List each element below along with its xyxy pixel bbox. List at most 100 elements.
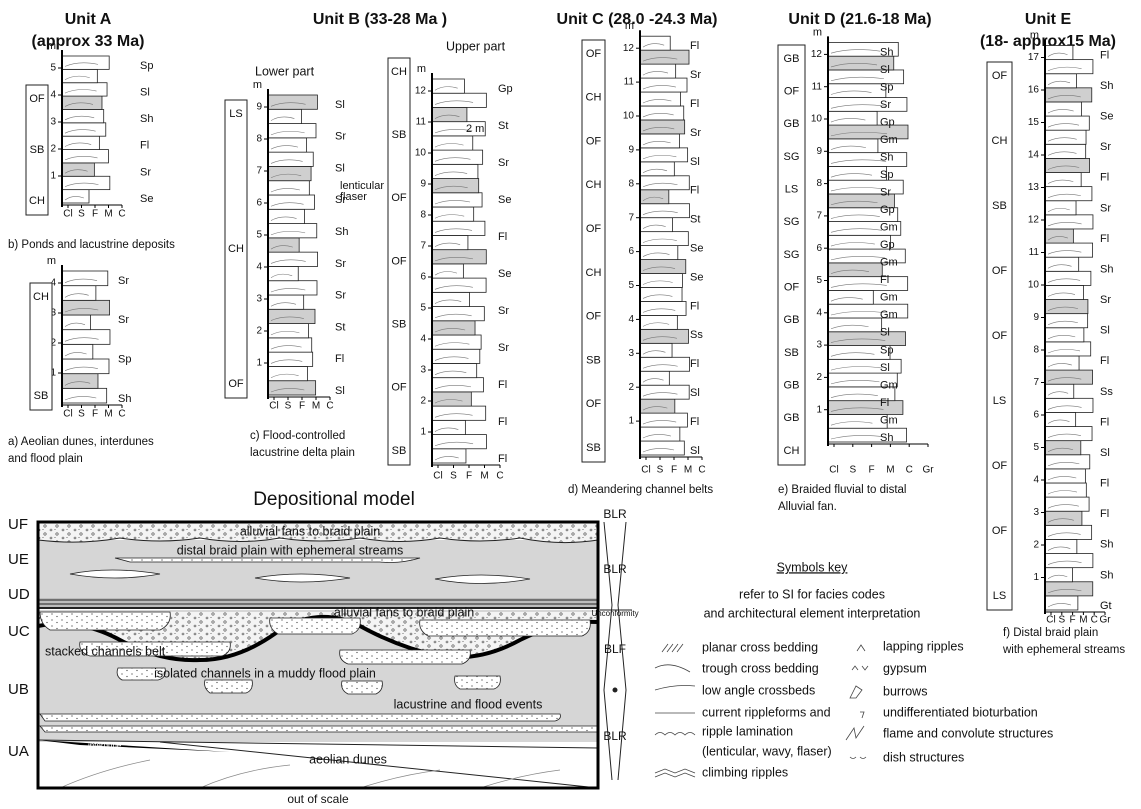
facies-code: Sl	[690, 387, 700, 399]
bed	[432, 107, 467, 121]
bed	[640, 315, 677, 329]
model-label: stacked channels belt	[45, 644, 166, 658]
grain-size: Cl	[63, 409, 72, 420]
bed	[1045, 201, 1076, 215]
bed	[432, 321, 475, 335]
facies-code: Sl	[880, 327, 890, 339]
depth-tick-label: 14	[1028, 150, 1040, 161]
log-caption: d) Meandering channel belts	[568, 484, 713, 496]
bed	[432, 164, 478, 178]
bed	[828, 98, 907, 112]
sequence-label: Unconformity	[591, 609, 638, 618]
log-caption: e) Braided fluvial to distal	[778, 484, 906, 496]
bed	[268, 266, 298, 280]
depth-tick-label: 5	[1033, 442, 1039, 453]
facies-code: Fl	[498, 379, 507, 391]
element-code: GB	[784, 412, 800, 424]
bed	[268, 181, 309, 195]
depth-tick-label: 7	[628, 212, 634, 223]
bed	[432, 193, 482, 207]
facies-code: St	[335, 321, 345, 333]
bed	[640, 190, 669, 204]
depth-tick-label: 8	[816, 178, 822, 189]
bed	[268, 324, 309, 338]
facies-code: Sl	[335, 385, 345, 397]
log-caption: f) Distal braid plain	[1003, 627, 1098, 639]
depth-tick-label: 12	[1028, 215, 1040, 226]
bed	[1045, 398, 1093, 412]
bed	[62, 286, 96, 301]
depth-unit: m	[813, 26, 822, 38]
depth-tick-label: 4	[50, 90, 56, 101]
key-item: (lenticular, wavy, flaser)	[702, 744, 832, 758]
depth-tick-label: 16	[1028, 85, 1040, 96]
depth-tick-label: 2	[628, 382, 634, 393]
depth-tick-label: 1	[628, 416, 634, 427]
bed	[268, 95, 317, 109]
bed	[432, 179, 479, 193]
bed	[640, 218, 673, 232]
facies-code: Sr	[498, 157, 509, 169]
facies-code: Sl	[1100, 447, 1110, 459]
depth-tick-label: 17	[1028, 52, 1040, 63]
bed	[1045, 158, 1090, 172]
bed	[268, 109, 301, 123]
bed	[640, 176, 689, 190]
element-code: GB	[784, 380, 800, 392]
model-label: interdune	[88, 741, 122, 750]
bed	[1045, 356, 1079, 370]
facies-code: Fl	[690, 416, 699, 428]
grain-size: M	[104, 209, 112, 220]
facies-code: Gp	[880, 116, 895, 128]
facies-code: Sp	[118, 354, 131, 366]
depth-tick-label: 9	[816, 146, 822, 157]
facies-code: Sr	[118, 275, 129, 287]
key-intro: refer to SI for facies codes	[739, 587, 885, 601]
facies-code: Sr	[880, 187, 891, 199]
element-code: SB	[392, 129, 407, 141]
facies-code: Fl	[880, 274, 889, 286]
bed	[1045, 582, 1093, 596]
bed	[1045, 229, 1073, 243]
depth-unit: m	[1030, 29, 1039, 41]
bed	[268, 195, 315, 209]
bed	[432, 235, 468, 249]
element-code: OF	[391, 255, 407, 267]
depth-tick-label: 2	[1033, 540, 1039, 551]
bed	[432, 79, 464, 93]
facies-code: Gp	[880, 204, 895, 216]
key-item: current rippleforms and	[702, 705, 831, 719]
bed	[828, 318, 882, 332]
facies-code: Sh	[118, 393, 131, 405]
depth-tick-label: 6	[420, 272, 426, 283]
bed	[828, 84, 886, 98]
bed	[268, 352, 313, 366]
facies-code: Sr	[335, 290, 346, 302]
figure: Unit A(approx 33 Ma)Unit B (33-28 Ma )Un…	[0, 0, 1141, 809]
bed	[1045, 483, 1086, 497]
facies-code: Se	[690, 243, 703, 255]
facies-code: Fl	[140, 140, 149, 152]
facies-code: Fl	[335, 353, 344, 365]
key-item: climbing ripples	[702, 765, 788, 779]
depth-tick-label: 1	[816, 404, 822, 415]
facies-code: Fl	[880, 397, 889, 409]
facies-code: Gm	[880, 292, 898, 304]
depth-tick-label: 7	[256, 166, 262, 177]
depth-tick-label: 6	[628, 246, 634, 257]
bed	[640, 246, 678, 260]
grain-size: C	[698, 465, 705, 476]
bed	[62, 359, 109, 374]
element-code: CH	[33, 291, 49, 303]
bed	[828, 332, 906, 346]
depth-tick-label: 2	[420, 396, 426, 407]
depth-unit: m	[417, 63, 426, 75]
bed	[432, 278, 486, 292]
depth-tick-label: 15	[1028, 117, 1040, 128]
unit-title: Unit D (21.6-18 Ma)	[788, 11, 931, 28]
facies-code: Gm	[880, 379, 898, 391]
bed	[1045, 116, 1089, 130]
bed	[640, 232, 688, 246]
facies-code: Sh	[1100, 263, 1113, 275]
log-note: 2 m	[466, 123, 484, 135]
